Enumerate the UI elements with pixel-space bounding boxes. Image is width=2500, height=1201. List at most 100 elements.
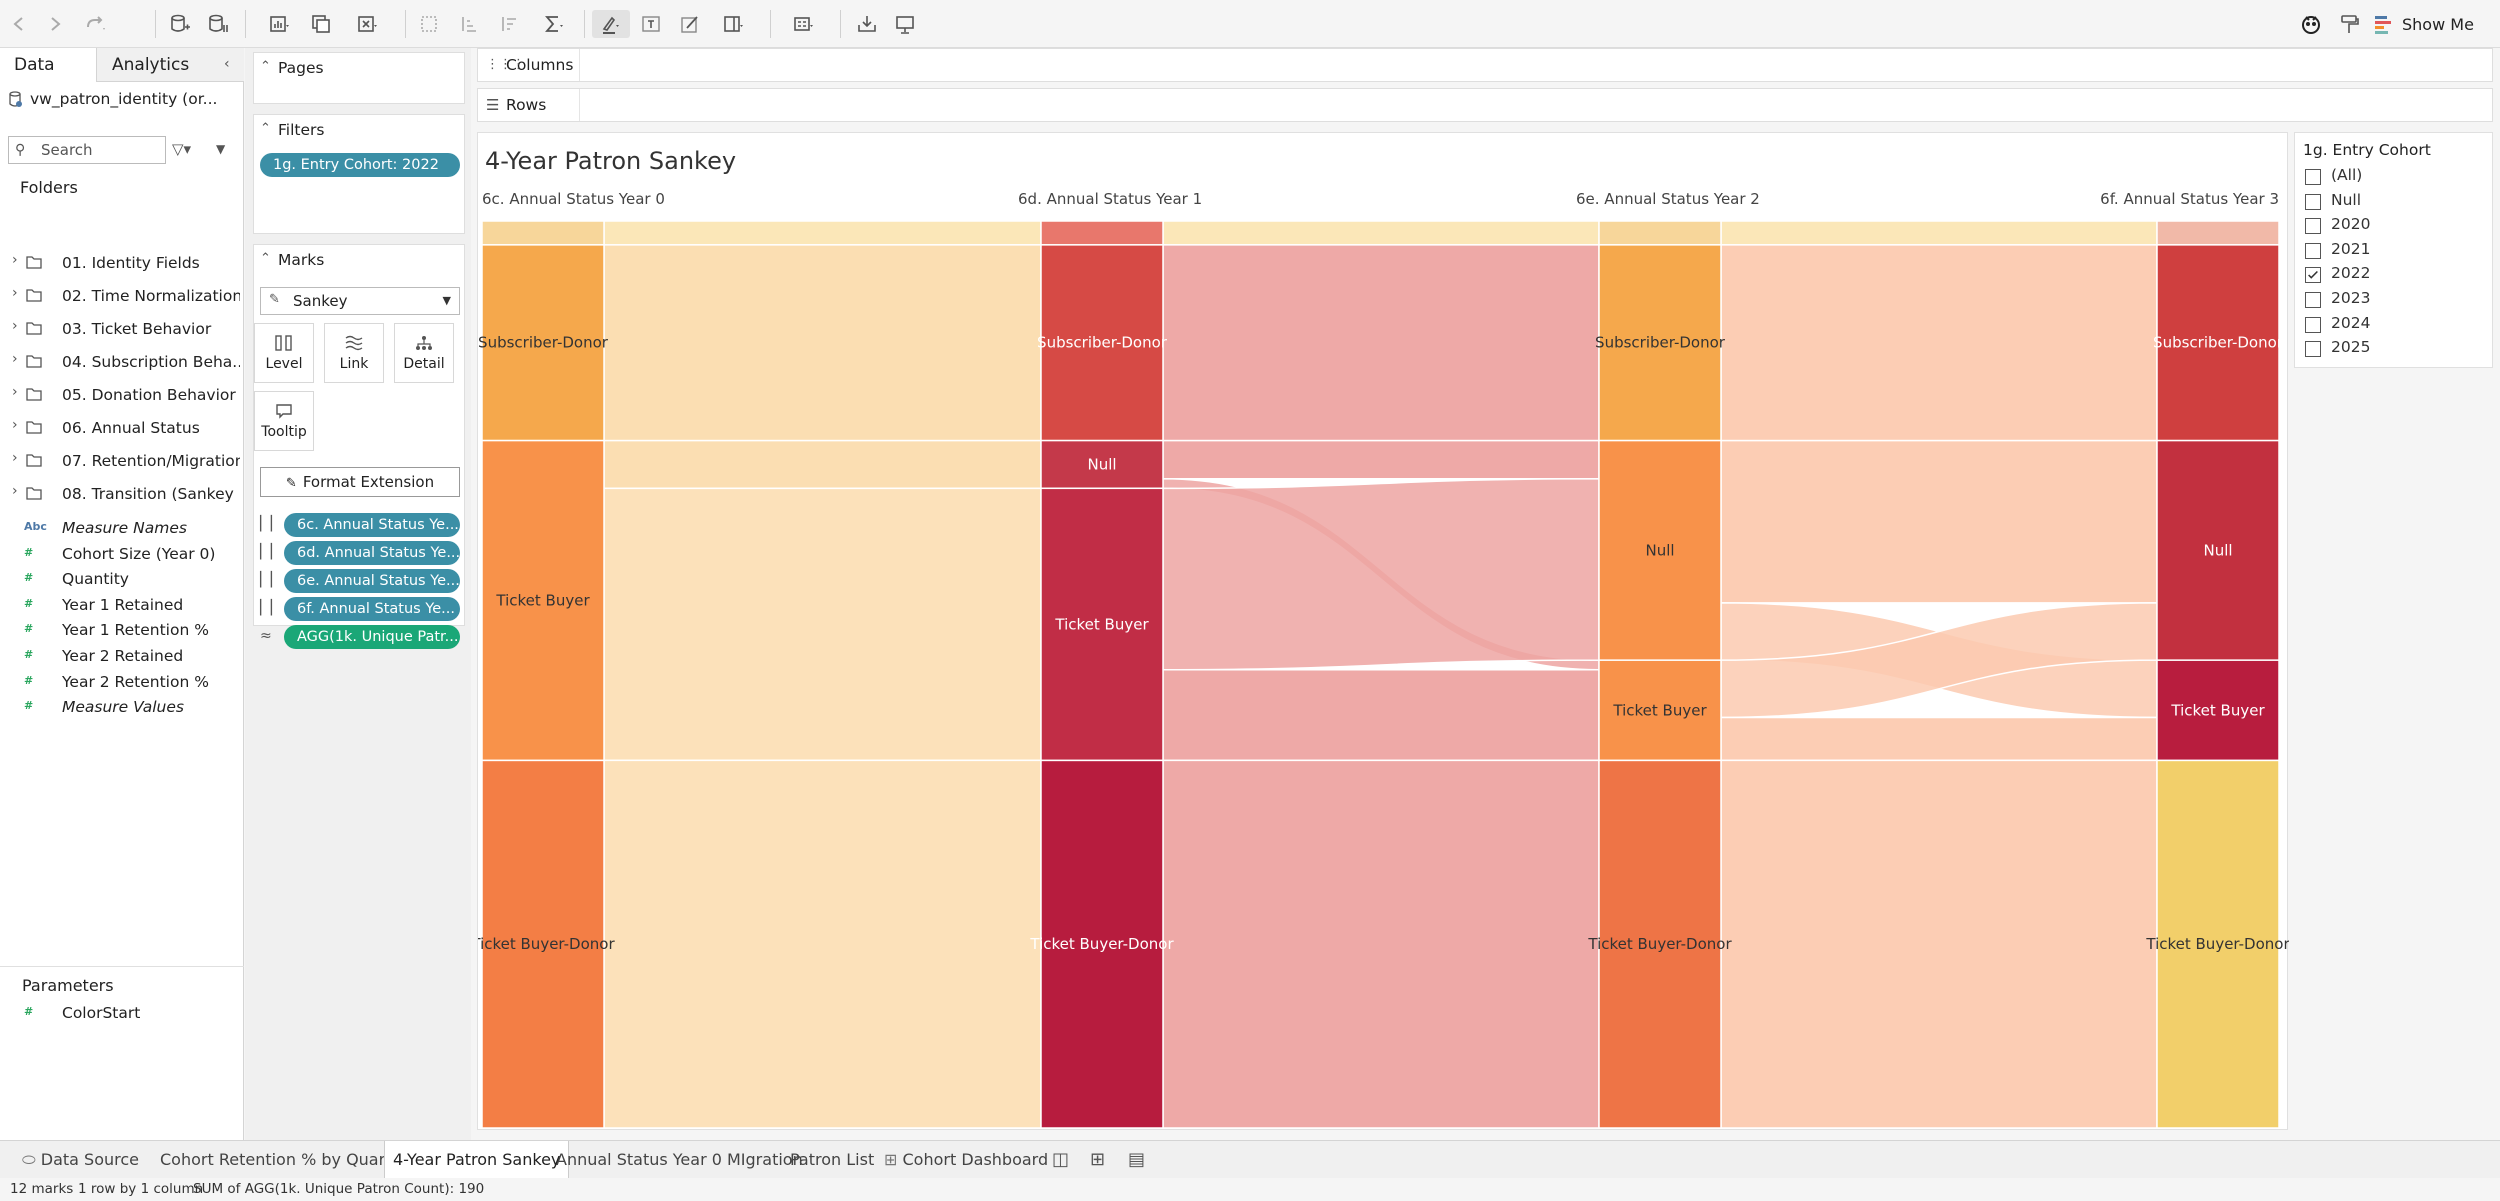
folder-item[interactable]: › 01. Identity Fields xyxy=(12,252,200,272)
folder-item[interactable]: › 07. Retention/Migration xyxy=(12,450,240,470)
collapse-pane-icon[interactable]: ‹ xyxy=(224,56,230,72)
undo-icon[interactable] xyxy=(4,10,34,38)
checkbox-icon[interactable] xyxy=(2305,242,2321,259)
search-input[interactable]: Search xyxy=(41,141,93,159)
folder-item[interactable]: › 05. Donation Behavior xyxy=(12,384,236,404)
sankey-node[interactable] xyxy=(1040,487,1164,762)
sankey-node[interactable] xyxy=(1040,759,1164,1129)
collapse-icon[interactable]: ⌃ xyxy=(260,121,271,136)
checkbox-icon[interactable] xyxy=(2305,193,2321,210)
tab-analytics[interactable]: Analytics xyxy=(112,55,190,75)
marks-card[interactable]: ⌃ Marks ✎ Sankey ▼ Level Link Detail Too… xyxy=(253,244,465,649)
folder-item[interactable]: › 06. Annual Status xyxy=(12,417,200,437)
sankey-link[interactable] xyxy=(1720,716,2158,762)
sankey-node[interactable] xyxy=(1598,220,1722,246)
rows-shelf[interactable]: ☰ Rows xyxy=(477,88,2493,122)
sankey-link[interactable] xyxy=(1162,668,1600,762)
checkbox-icon[interactable] xyxy=(2305,292,2321,308)
sheet-tab[interactable]: Annual Status Year 0 MIgration xyxy=(556,1150,803,1169)
sankey-link[interactable] xyxy=(1162,439,1600,480)
parameter-item[interactable]: # ColorStart xyxy=(24,1004,141,1022)
tooltip-button[interactable]: Tooltip xyxy=(254,391,314,451)
new-worksheet-icon[interactable] xyxy=(260,10,300,38)
new-datasource-icon[interactable] xyxy=(164,10,194,38)
sheet-tab[interactable]: Cohort Retention % by Quarter xyxy=(160,1150,408,1169)
checkbox-icon[interactable] xyxy=(2305,169,2321,185)
sankey-node[interactable] xyxy=(481,759,605,1129)
link-button[interactable]: Link xyxy=(324,323,384,383)
sankey-node[interactable] xyxy=(481,439,605,762)
sankey-link[interactable] xyxy=(1162,244,1600,442)
sankey-node[interactable] xyxy=(1598,759,1722,1129)
sankey-link[interactable] xyxy=(1720,759,2158,1129)
search-box[interactable]: ⚲ Search xyxy=(8,136,166,164)
datasource-name[interactable]: vw_patron_identity (or... xyxy=(30,90,218,108)
pane-menu-icon[interactable]: ▼ xyxy=(216,142,226,156)
sankey-node[interactable] xyxy=(1040,439,1164,490)
sankey-link[interactable] xyxy=(603,220,1042,246)
sankey-link[interactable] xyxy=(603,759,1042,1129)
sankey-node[interactable] xyxy=(1040,220,1164,246)
sankey-link[interactable] xyxy=(1162,759,1600,1129)
sankey-link[interactable] xyxy=(1720,439,2158,604)
pause-updates-icon[interactable] xyxy=(202,10,232,38)
collapse-icon[interactable]: ⌃ xyxy=(260,251,271,266)
checkbox-icon[interactable] xyxy=(2305,341,2321,358)
sankey-link[interactable] xyxy=(1162,220,1600,246)
field-item[interactable]: # Year 2 Retention % xyxy=(24,672,209,691)
format-workbook-icon[interactable] xyxy=(675,10,705,38)
clear-sheet-icon[interactable] xyxy=(348,10,388,38)
sankey-node[interactable] xyxy=(2156,659,2280,762)
new-story-tab-icon[interactable]: ▤ xyxy=(1128,1149,1146,1170)
sankey-link[interactable] xyxy=(603,439,1042,490)
group-members-icon[interactable] xyxy=(414,10,444,38)
sankey-node[interactable] xyxy=(1598,244,1722,442)
filter-pill[interactable]: 1g. Entry Cohort: 2022 xyxy=(260,153,460,177)
replay-icon[interactable] xyxy=(80,10,110,38)
sankey-link[interactable] xyxy=(1162,478,1600,671)
field-item[interactable]: # Year 1 Retained xyxy=(24,595,184,614)
show-labels-icon[interactable] xyxy=(636,10,666,38)
sankey-chart[interactable]: Subscriber-Donor Ticket Buyer Ticket Buyer… xyxy=(478,133,2289,1131)
format-extension-button[interactable]: ✎ Format Extension xyxy=(260,467,460,497)
sheet-tab[interactable]: ⬭ Data Source xyxy=(22,1150,139,1169)
new-worksheet-tab-icon[interactable]: ◫ xyxy=(1052,1149,1070,1170)
sheet-tab[interactable]: Patron List xyxy=(790,1150,875,1169)
mark-type-dropdown[interactable]: ✎ Sankey ▼ xyxy=(260,287,460,315)
sankey-node[interactable] xyxy=(2156,220,2280,246)
filter-fields-icon[interactable]: ▽▾ xyxy=(172,140,192,158)
field-item[interactable]: # Year 2 Retained xyxy=(24,647,184,665)
sankey-node[interactable] xyxy=(1040,244,1164,442)
sankey-node[interactable] xyxy=(2156,439,2280,661)
paint-roller-icon[interactable] xyxy=(2334,10,2364,38)
sort-descending-icon[interactable] xyxy=(494,10,524,38)
accelerator-icon[interactable] xyxy=(2296,10,2326,38)
sankey-link[interactable] xyxy=(1720,244,2158,442)
mark-field-pill[interactable]: 6c. Annual Status Ye... xyxy=(284,513,460,537)
sankey-link[interactable] xyxy=(1720,220,2158,246)
filters-card[interactable]: ⌃ Filters 1g. Entry Cohort: 2022 xyxy=(253,114,465,234)
presentation-mode-icon[interactable] xyxy=(890,10,920,38)
field-item[interactable]: # Quantity xyxy=(24,570,129,589)
folder-item[interactable]: › 08. Transition (Sankey ... xyxy=(12,483,240,503)
sheet-tab[interactable]: ⊞ Cohort Dashboard xyxy=(884,1150,1049,1169)
folder-item[interactable]: › 03. Ticket Behavior xyxy=(12,318,212,338)
new-dashboard-tab-icon[interactable]: ⊞ xyxy=(1090,1149,1106,1170)
pages-card[interactable]: ⌃ Pages xyxy=(253,52,465,104)
sort-ascending-icon[interactable] xyxy=(454,10,484,38)
sankey-node[interactable] xyxy=(481,244,605,442)
show-me-button[interactable]: Show Me xyxy=(2372,10,2500,38)
totals-icon[interactable] xyxy=(534,10,574,38)
redo-icon[interactable] xyxy=(40,10,70,38)
folder-item[interactable]: › 02. Time Normalization xyxy=(12,285,240,305)
field-item[interactable]: # Measure Values xyxy=(24,698,184,717)
folder-item[interactable]: › 04. Subscription Beha... xyxy=(12,351,240,371)
sankey-node[interactable] xyxy=(1598,659,1722,762)
show-cards-icon[interactable] xyxy=(784,10,824,38)
fit-icon[interactable] xyxy=(714,10,754,38)
checkbox-icon[interactable] xyxy=(2305,218,2321,235)
highlight-icon[interactable] xyxy=(592,10,630,38)
mark-field-pill[interactable]: AGG(1k. Unique Patr... xyxy=(284,625,460,649)
field-item[interactable]: Abc Measure Names xyxy=(24,519,187,537)
sankey-node[interactable] xyxy=(481,220,605,246)
